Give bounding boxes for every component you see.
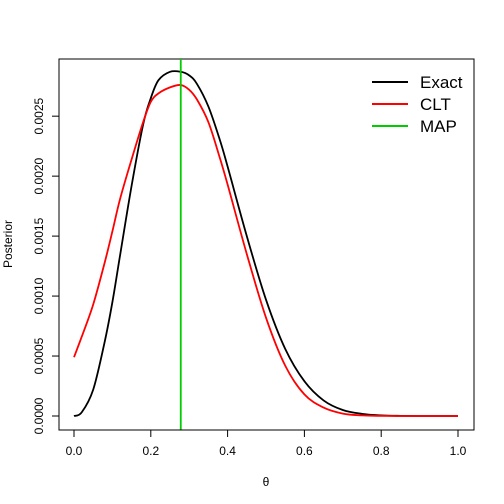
series-clt-line <box>73 84 458 417</box>
x-axis: 0.0 0.2 0.4 0.6 0.8 1.0 <box>66 429 467 458</box>
x-tick-label: 0.4 <box>219 444 236 458</box>
y-tick-label: 0.0015 <box>32 217 46 254</box>
legend: Exact CLT MAP <box>372 73 463 136</box>
x-tick-label: 0.8 <box>373 444 390 458</box>
x-tick-label: 0.0 <box>66 444 83 458</box>
legend-label-exact: Exact <box>420 73 463 92</box>
y-axis: 0.0000 0.0005 0.0010 0.0015 0.0020 0.0025 <box>32 97 60 434</box>
y-tick-label: 0.0000 <box>32 397 46 434</box>
x-tick-label: 0.6 <box>296 444 313 458</box>
series-lines <box>73 59 458 430</box>
x-axis-label: θ <box>263 475 270 489</box>
legend-label-map: MAP <box>420 117 457 136</box>
series-exact-line <box>73 70 458 417</box>
y-tick-label: 0.0020 <box>32 157 46 194</box>
y-tick-label: 0.0005 <box>32 337 46 374</box>
y-tick-label: 0.0025 <box>32 97 46 134</box>
y-tick-label: 0.0010 <box>32 277 46 314</box>
legend-label-clt: CLT <box>420 95 451 114</box>
y-axis-label: Posterior <box>1 220 15 268</box>
x-tick-label: 1.0 <box>450 444 467 458</box>
x-tick-label: 0.2 <box>142 444 159 458</box>
